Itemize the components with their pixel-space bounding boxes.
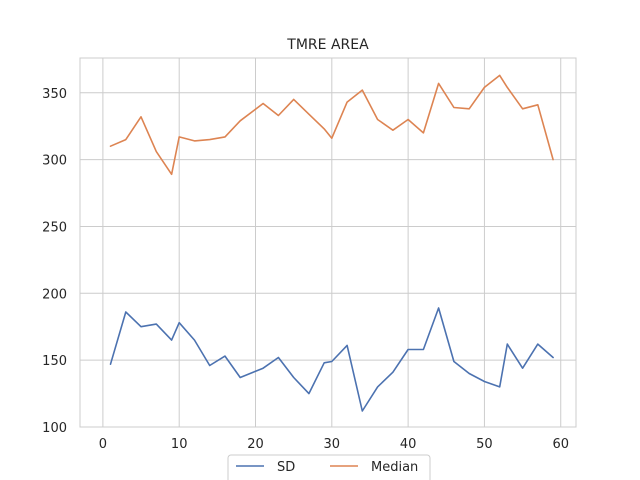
x-axis-ticks: 0 10 20 30 40 50 60 xyxy=(99,437,569,452)
legend-frame xyxy=(227,454,431,480)
series-line-sd xyxy=(109,307,554,412)
y-tick-label: 300 xyxy=(42,154,67,169)
y-tick-label: 150 xyxy=(42,354,67,369)
x-tick-label: 60 xyxy=(552,437,569,452)
chart-title: TMRE AREA xyxy=(286,37,369,53)
y-tick-label: 200 xyxy=(42,287,67,302)
x-tick-label: 0 xyxy=(99,437,107,452)
y-axis-ticks: 100 150 200 250 300 350 xyxy=(42,87,67,436)
y-tick-label: 350 xyxy=(42,87,67,102)
x-tick-label: 20 xyxy=(247,437,264,452)
series-lines xyxy=(109,74,554,412)
x-tick-label: 40 xyxy=(400,437,417,452)
legend-label-sd: SD xyxy=(277,460,295,475)
grid xyxy=(80,58,576,428)
y-tick-label: 250 xyxy=(42,220,67,235)
x-tick-label: 10 xyxy=(171,437,188,452)
series-line-median xyxy=(109,74,554,176)
y-tick-label: 100 xyxy=(42,421,67,436)
plot-frame xyxy=(79,57,577,428)
x-tick-label: 50 xyxy=(476,437,493,452)
legend-label-median: Median xyxy=(371,460,418,475)
x-tick-label: 30 xyxy=(324,437,341,452)
legend: SD Median xyxy=(227,454,431,480)
